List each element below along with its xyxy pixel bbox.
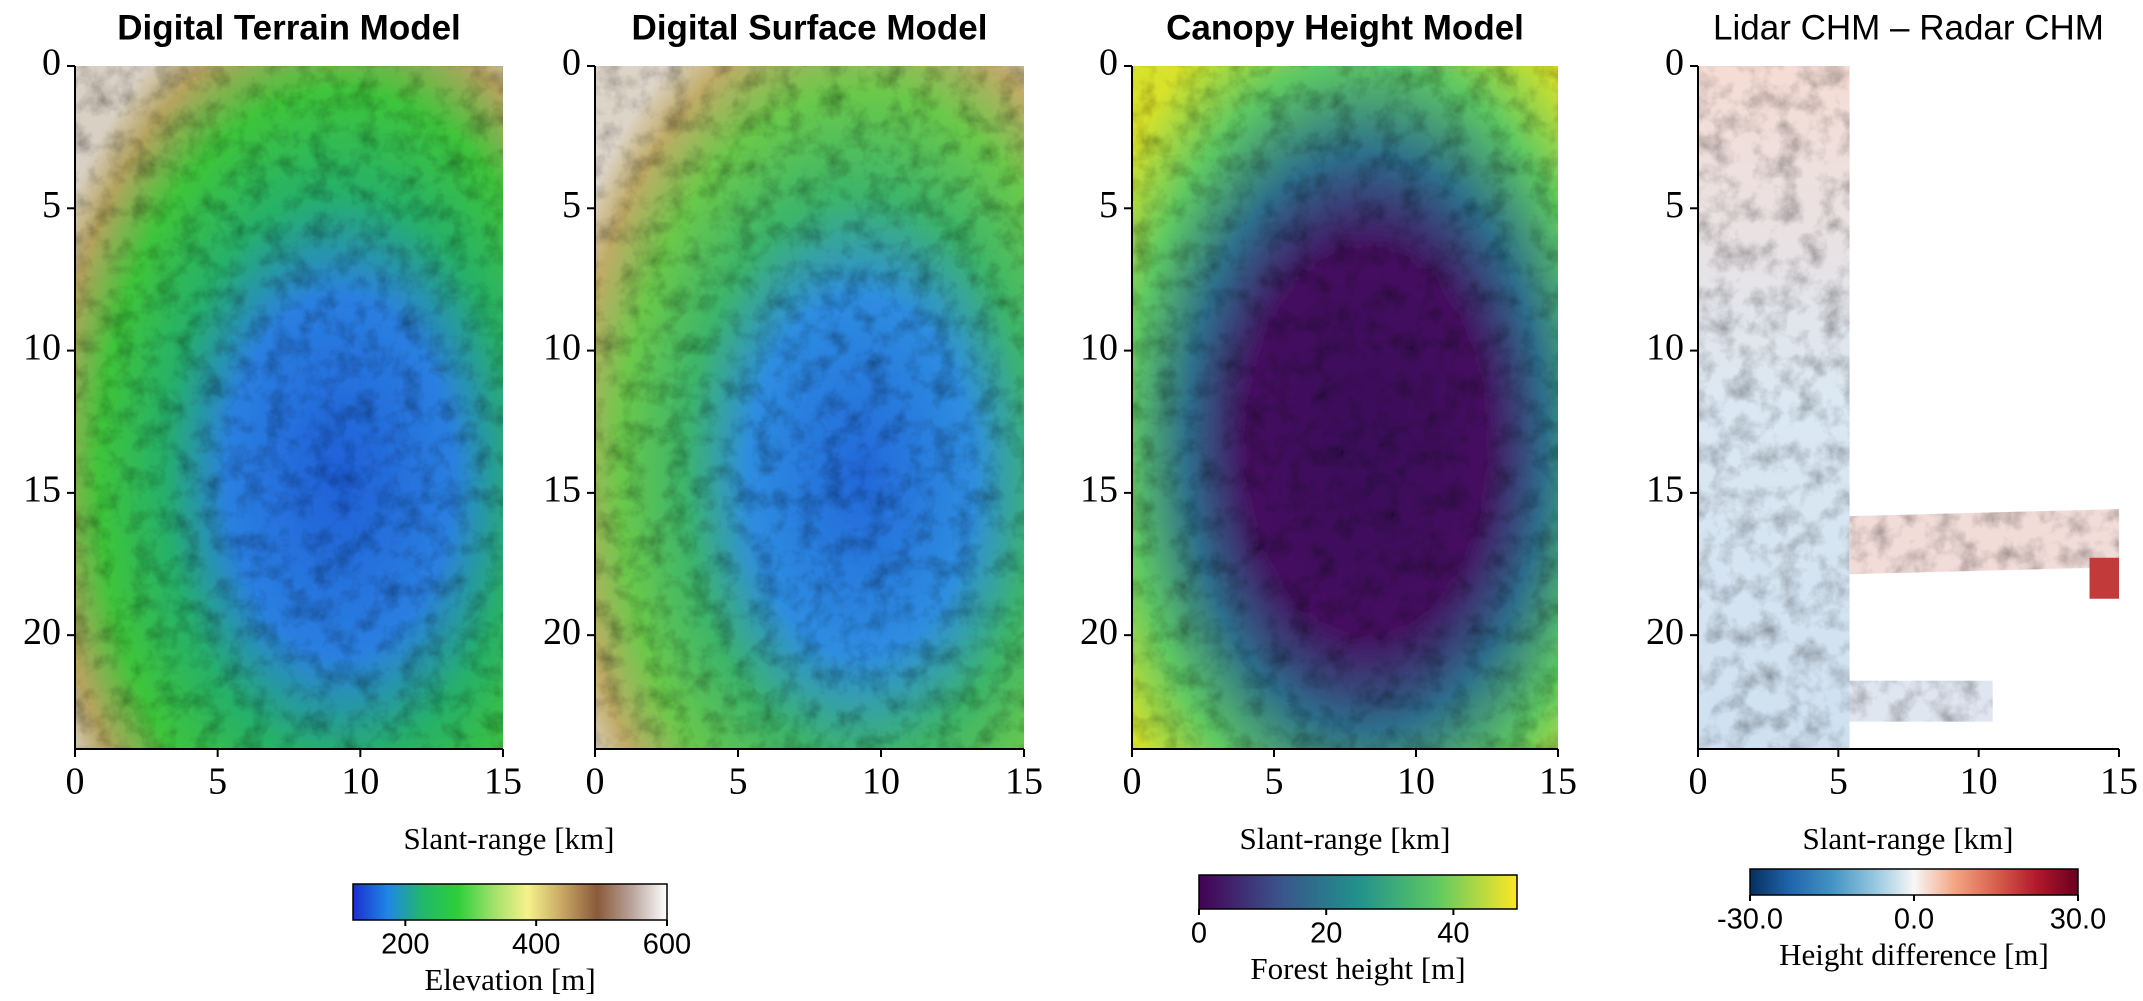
colorbar — [353, 884, 667, 920]
colorbar-tick-label: 400 — [512, 929, 560, 961]
colorbar-label: Height difference [m] — [1779, 937, 2049, 972]
colorbar-tick-label: 40 — [1437, 918, 1469, 950]
y-tick-label: 0 — [1665, 42, 1684, 84]
y-tick-label: 20 — [23, 611, 61, 653]
x-axis-label: Slant-range [km] — [1803, 821, 2014, 856]
y-tick-label: 15 — [543, 469, 581, 511]
colorbar-tick-label: 600 — [643, 929, 691, 961]
colorbar-tick-label: 200 — [381, 929, 429, 961]
y-tick-label: 5 — [1099, 184, 1118, 226]
x-tick-label: 0 — [586, 761, 605, 803]
panel-title: Lidar CHM – Radar CHM — [1713, 8, 2104, 47]
x-tick-label: 15 — [484, 761, 522, 803]
panel: Digital Terrain Model 0 5 10 15 0 5 10 15 20 Slant… — [23, 8, 691, 997]
image-raster — [1850, 509, 2119, 574]
colorbar — [1750, 869, 2078, 895]
y-tick-label: 5 — [42, 184, 61, 226]
image-raster — [1132, 66, 1558, 749]
x-tick-label: 15 — [1539, 761, 1577, 803]
x-tick-label: 5 — [1829, 761, 1848, 803]
image-raster — [2090, 558, 2119, 599]
y-tick-label: 10 — [23, 326, 61, 368]
y-tick-label: 15 — [1646, 469, 1684, 511]
panel: Lidar CHM – Radar CHM 0 5 10 15 0 5 10 15 20 Slant… — [1646, 8, 2138, 972]
x-tick-label: 10 — [341, 761, 379, 803]
colorbar-tick-label: 20 — [1310, 918, 1342, 950]
colorbar-tick-label: 0.0 — [1894, 904, 1934, 936]
x-tick-label: 15 — [2100, 761, 2138, 803]
y-tick-label: 10 — [1646, 326, 1684, 368]
panel-title: Canopy Height Model — [1166, 8, 1524, 47]
panel-title: Digital Terrain Model — [117, 8, 461, 47]
y-tick-label: 15 — [23, 469, 61, 511]
x-tick-label: 10 — [862, 761, 900, 803]
y-tick-label: 5 — [562, 184, 581, 226]
image-raster — [1698, 66, 1850, 749]
x-axis-label: Slant-range [km] — [1240, 821, 1451, 856]
colorbar — [1199, 875, 1517, 909]
y-tick-label: 10 — [1080, 326, 1118, 368]
image-raster — [1850, 681, 1993, 722]
panel: Digital Surface Model 0 5 10 15 0 5 10 15 20 — [543, 8, 1043, 802]
y-tick-label: 5 — [1665, 184, 1684, 226]
colorbar-tick-label: 0 — [1191, 918, 1207, 950]
x-tick-label: 5 — [729, 761, 748, 803]
x-tick-label: 0 — [1123, 761, 1142, 803]
colorbar-tick-label: 30.0 — [2050, 904, 2106, 936]
colorbar-label: Elevation [m] — [424, 962, 595, 997]
x-tick-label: 5 — [208, 761, 227, 803]
colorbar-tick-label: -30.0 — [1717, 904, 1783, 936]
x-tick-label: 15 — [1005, 761, 1043, 803]
x-tick-label: 10 — [1397, 761, 1435, 803]
figure: Digital Terrain Model 0 5 10 15 0 5 10 15 20 Slant… — [0, 0, 2143, 1001]
colorbar-label: Forest height [m] — [1250, 951, 1465, 986]
y-tick-label: 0 — [562, 42, 581, 84]
x-tick-label: 5 — [1265, 761, 1284, 803]
y-tick-label: 0 — [1099, 42, 1118, 84]
x-tick-label: 0 — [66, 761, 85, 803]
x-axis-label: Slant-range [km] — [404, 821, 615, 856]
x-tick-label: 10 — [1960, 761, 1998, 803]
y-tick-label: 20 — [1646, 611, 1684, 653]
y-tick-label: 10 — [543, 326, 581, 368]
y-tick-label: 20 — [543, 611, 581, 653]
image-raster — [75, 66, 503, 749]
page: {"chart_data": [ {"type": "image", "titl… — [0, 0, 2143, 1001]
panel: Canopy Height Model 0 5 10 15 0 5 10 15 20 Slant-r… — [1080, 8, 1577, 986]
x-tick-label: 0 — [1689, 761, 1708, 803]
image-raster — [595, 66, 1024, 749]
y-tick-label: 15 — [1080, 469, 1118, 511]
y-tick-label: 20 — [1080, 611, 1118, 653]
panel-title: Digital Surface Model — [632, 8, 988, 47]
y-tick-label: 0 — [42, 42, 61, 84]
